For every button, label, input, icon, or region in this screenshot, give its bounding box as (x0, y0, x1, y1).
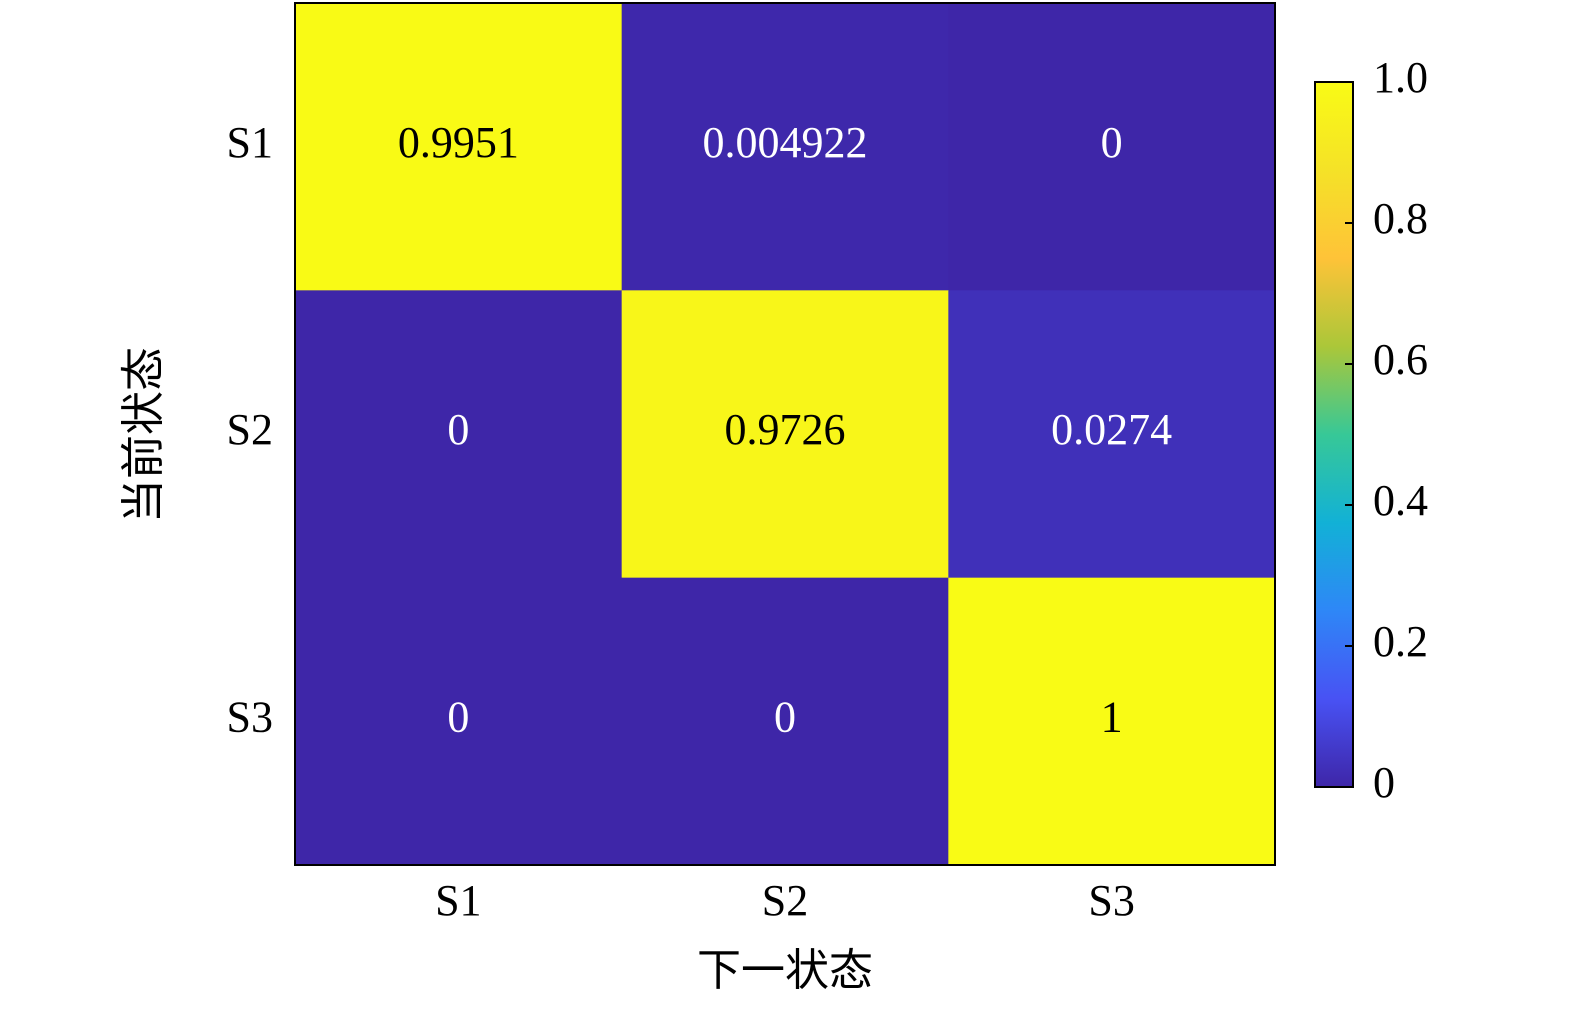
heatmap-cell (621, 577, 949, 866)
colorbar-tick-label: 0 (1373, 758, 1395, 807)
heatmap-cell (621, 3, 949, 291)
heatmap-cell (295, 3, 623, 291)
cell-label: 0.004922 (703, 118, 868, 167)
x-tick-label: S2 (762, 876, 808, 925)
heatmap-cell (295, 290, 623, 579)
y-axis-title: 当前状态 (119, 347, 168, 523)
heatmap-cell (948, 3, 1276, 291)
colorbar-tick-label: 0.4 (1373, 476, 1428, 525)
heatmap-cell (948, 577, 1276, 866)
heatmap-cell (948, 290, 1276, 579)
y-tick-label: S2 (227, 405, 273, 454)
colorbar-tick-label: 0.6 (1373, 335, 1428, 384)
cell-label: 0.0274 (1051, 405, 1172, 454)
y-tick-label: S3 (227, 692, 273, 741)
x-tick-label: S3 (1088, 876, 1134, 925)
colorbar-tick-label: 0.8 (1373, 194, 1428, 243)
cell-label: 0 (1101, 118, 1123, 167)
cell-label: 0.9951 (398, 118, 519, 167)
cell-label: 0 (774, 692, 796, 741)
x-tick-label: S1 (435, 876, 481, 925)
heatmap-cell (621, 290, 949, 579)
colorbar (1314, 81, 1354, 788)
heatmap-cell (295, 577, 623, 866)
x-axis-title: 下一状态 (697, 946, 873, 995)
cell-label: 0 (447, 405, 469, 454)
cell-label: 0 (447, 692, 469, 741)
colorbar-tick-label: 1.0 (1373, 53, 1428, 102)
plot-frame (294, 2, 1276, 866)
colorbar-tick-label: 0.2 (1373, 617, 1428, 666)
y-tick-label: S1 (227, 118, 273, 167)
cell-label: 0.9726 (725, 405, 846, 454)
cell-label: 1 (1101, 692, 1123, 741)
